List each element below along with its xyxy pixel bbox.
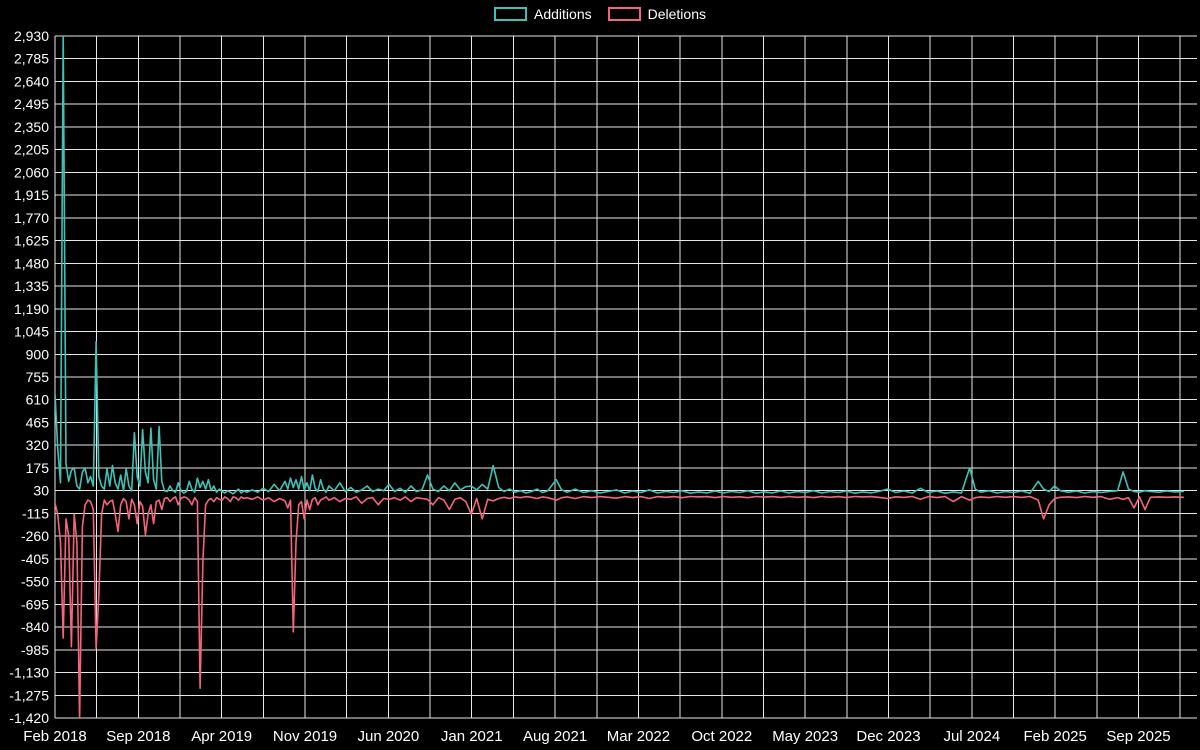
- y-tick-label: 1,335: [14, 278, 49, 294]
- y-tick-label: 2,640: [14, 73, 49, 89]
- x-tick-label: Dec 2023: [856, 728, 920, 745]
- y-tick-label: -260: [21, 528, 49, 544]
- y-tick-label: 1,190: [14, 301, 49, 317]
- x-tick-label: Jan 2021: [441, 728, 503, 745]
- y-tick-label: 2,785: [14, 51, 49, 67]
- y-tick-label: 2,060: [14, 164, 49, 180]
- y-tick-label: 2,205: [14, 142, 49, 158]
- y-tick-label: 320: [26, 437, 50, 453]
- additions-swatch: [494, 7, 528, 21]
- x-tick-label: Sep 2025: [1106, 728, 1170, 745]
- y-tick-label: 1,480: [14, 255, 49, 271]
- x-tick-label: Sep 2018: [106, 728, 170, 745]
- x-tick-label: Jun 2020: [358, 728, 420, 745]
- y-tick-label: 610: [26, 392, 50, 408]
- x-tick-label: Apr 2019: [191, 728, 252, 745]
- chart-legend: Additions Deletions: [494, 6, 706, 22]
- x-tick-label: Mar 2022: [607, 728, 670, 745]
- x-tick-label: Aug 2021: [523, 728, 587, 745]
- legend-item-deletions[interactable]: Deletions: [607, 6, 706, 22]
- y-tick-label: -1,275: [9, 687, 49, 703]
- y-tick-label: 2,495: [14, 96, 49, 112]
- y-tick-label: -1,130: [9, 665, 49, 681]
- y-tick-label: 1,770: [14, 210, 49, 226]
- y-tick-label: 465: [26, 414, 50, 430]
- y-tick-label: 1,045: [14, 324, 49, 340]
- y-tick-label: -115: [22, 505, 49, 521]
- y-tick-label: 755: [26, 369, 50, 385]
- y-tick-label: -1,420: [9, 710, 49, 726]
- x-tick-label: Oct 2022: [691, 728, 752, 745]
- x-tick-label: Feb 2025: [1023, 728, 1086, 745]
- legend-item-additions[interactable]: Additions: [494, 6, 592, 22]
- y-tick-label: -840: [21, 619, 49, 635]
- y-tick-label: 2,350: [14, 119, 49, 135]
- legend-label-additions: Additions: [534, 6, 592, 22]
- x-tick-label: Feb 2018: [23, 728, 86, 745]
- x-tick-label: Nov 2019: [273, 728, 337, 745]
- y-tick-label: -405: [21, 551, 49, 567]
- y-tick-label: 1,915: [14, 187, 49, 203]
- y-tick-label: -985: [21, 642, 49, 658]
- y-tick-label: 900: [26, 346, 50, 362]
- y-tick-label: 2,930: [14, 28, 49, 44]
- y-tick-label: 1,625: [14, 233, 49, 249]
- y-tick-label: -695: [21, 596, 49, 612]
- deletions-swatch: [607, 7, 641, 21]
- x-tick-label: May 2023: [772, 728, 838, 745]
- y-tick-label: 175: [26, 460, 50, 476]
- x-tick-label: Jul 2024: [943, 728, 1000, 745]
- y-tick-label: 30: [33, 483, 49, 499]
- legend-label-deletions: Deletions: [647, 6, 706, 22]
- y-tick-label: -550: [21, 574, 49, 590]
